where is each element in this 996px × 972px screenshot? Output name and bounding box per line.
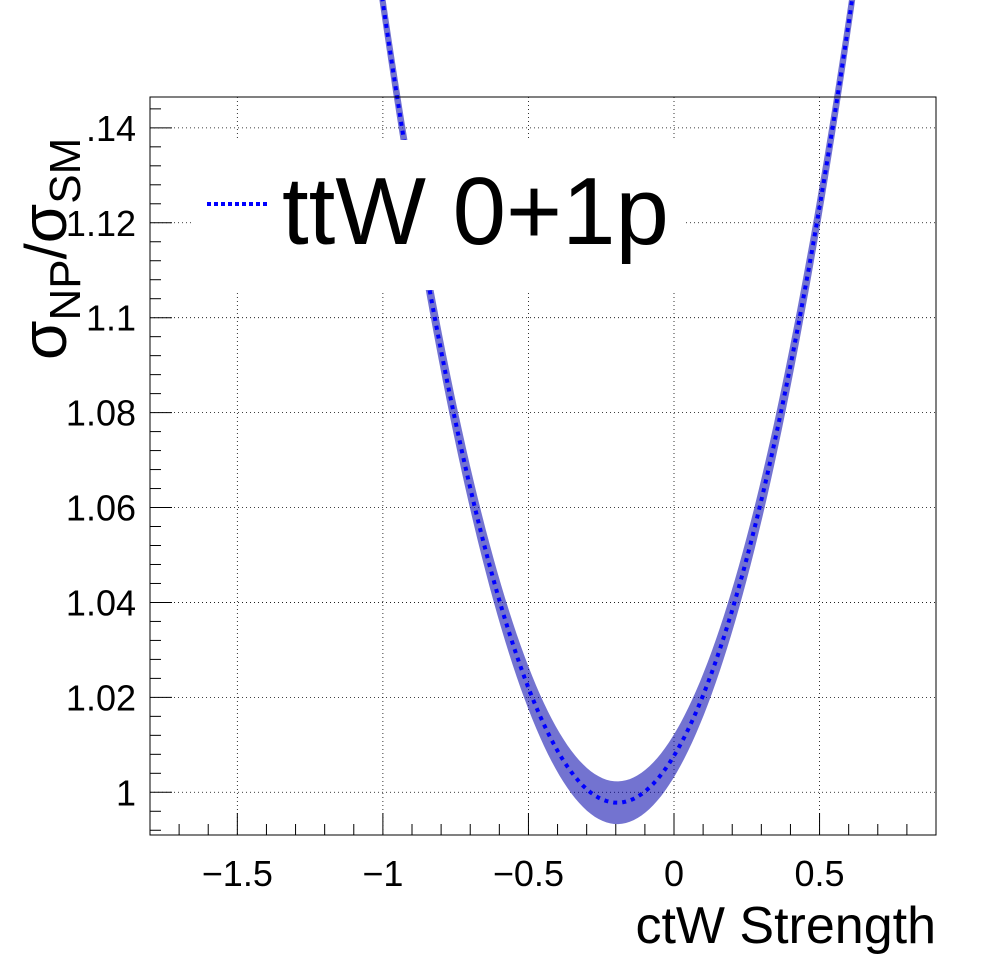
series-line-layer (380, 0, 855, 805)
svg-text:σNP/σSM: σNP/σSM (8, 138, 90, 360)
y-tick-label-2: 1.04 (66, 582, 136, 623)
y-axis-title: σNP/σSM (8, 138, 90, 360)
x-tick-label-2: −0.5 (493, 853, 564, 894)
x-tick-label-0: −1.5 (202, 853, 273, 894)
x-tick-label-4: 0.5 (795, 853, 845, 894)
y-axis-title-sigma2: σ (8, 204, 80, 244)
uncertainty-band (379, 0, 856, 825)
y-tick-label-6: 1.12 (66, 203, 136, 244)
series-line-ttw (380, 0, 855, 805)
y-axis-title-sigma1: σ (8, 321, 80, 361)
x-tick-label-3: 0 (664, 853, 684, 894)
grid (150, 97, 936, 835)
legend-label: ttW 0+1p (282, 158, 669, 265)
y-tick-label-5: 1.1 (86, 298, 136, 339)
x-tick-label-1: −1 (362, 853, 403, 894)
y-tick-label-4: 1.08 (66, 393, 136, 434)
y-axis-title-slash: / (14, 242, 79, 259)
plot-frame (149, 96, 937, 836)
y-tick-label-0: 1 (116, 772, 136, 813)
legend: ttW 0+1p (193, 140, 683, 290)
y-tick-label-7: .14 (86, 108, 136, 149)
y-axis-title-sub-np: NP (41, 259, 90, 320)
x-axis-title: ctW Strength (635, 897, 936, 955)
y-tick-label-3: 1.06 (66, 488, 136, 529)
uncertainty-band-area (379, 0, 856, 825)
legend-background (193, 140, 683, 290)
y-axis-title-sub-sm: SM (41, 138, 90, 204)
axis-ticks (149, 108, 937, 835)
y-tick-label-1: 1.02 (66, 677, 136, 718)
tick-labels: −1.5 −1 −0.5 0 0.5 1 1.02 1.04 1.06 1.08 1.1 1.12 .1… (66, 108, 845, 894)
